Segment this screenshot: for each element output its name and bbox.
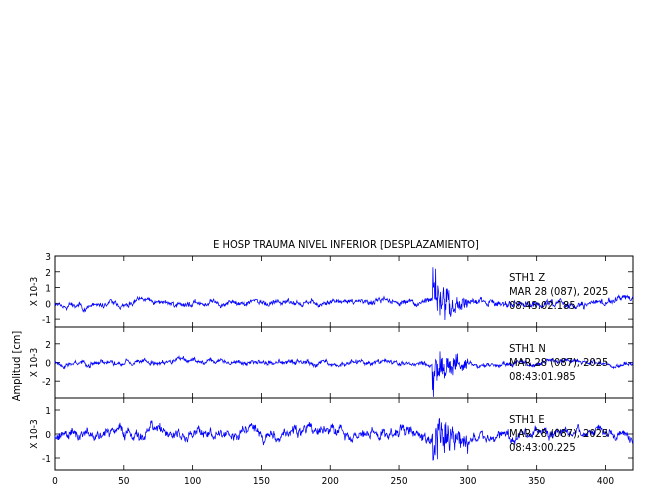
y-tick-label: 0 — [45, 359, 51, 370]
x-tick-label: 50 — [118, 476, 130, 487]
y-axis-label: Amplitud [cm] — [10, 331, 23, 402]
y-tick-label: -1 — [42, 315, 51, 326]
time-label: 08:43:00.225 — [509, 441, 575, 454]
trace-z — [54, 267, 634, 321]
scale-label: X 10-3 — [29, 419, 40, 448]
x-tick-label: 350 — [528, 476, 545, 487]
x-tick-label: 200 — [322, 476, 339, 487]
y-tick-label: -1 — [42, 454, 51, 465]
date-label: MAR 28 (087), 2025 — [509, 427, 608, 440]
time-label: 08:43:02.185 — [509, 299, 575, 312]
x-tick-label: 400 — [597, 476, 614, 487]
x-axis: 0 50 100 150 200 250 300 350 400 — [52, 476, 614, 487]
chart-title: E HOSP TRAUMA NIVEL INFERIOR [DESPLAZAMI… — [213, 238, 479, 251]
y-tick-label: 0 — [45, 299, 51, 310]
scale-label: X 10-3 — [29, 277, 40, 306]
x-tick-label: 150 — [253, 476, 270, 487]
trace-e — [54, 418, 634, 461]
trace-n — [54, 351, 634, 397]
station-label: STH1 E — [509, 413, 544, 426]
x-tick-label: 300 — [459, 476, 476, 487]
date-label: MAR 28 (087), 2025 — [509, 356, 608, 369]
station-label: STH1 N — [509, 342, 546, 355]
x-tick-label: 250 — [390, 476, 407, 487]
x-tick-label: 0 — [52, 476, 58, 487]
date-label: MAR 28 (087), 2025 — [509, 285, 608, 298]
y-tick-label: 3 — [45, 252, 51, 263]
y-tick-label: 1 — [45, 406, 51, 417]
y-tick-label: 2 — [45, 268, 51, 279]
station-label: STH1 Z — [509, 271, 545, 284]
time-label: 08:43:01.985 — [509, 370, 575, 383]
y-tick-label: 0 — [45, 430, 51, 441]
y-tick-label: -2 — [42, 377, 51, 388]
y-tick-label: 1 — [45, 284, 51, 295]
x-tick-label: 100 — [184, 476, 201, 487]
scale-label: X 10-3 — [29, 348, 40, 377]
y-tick-label: 2 — [45, 340, 51, 351]
